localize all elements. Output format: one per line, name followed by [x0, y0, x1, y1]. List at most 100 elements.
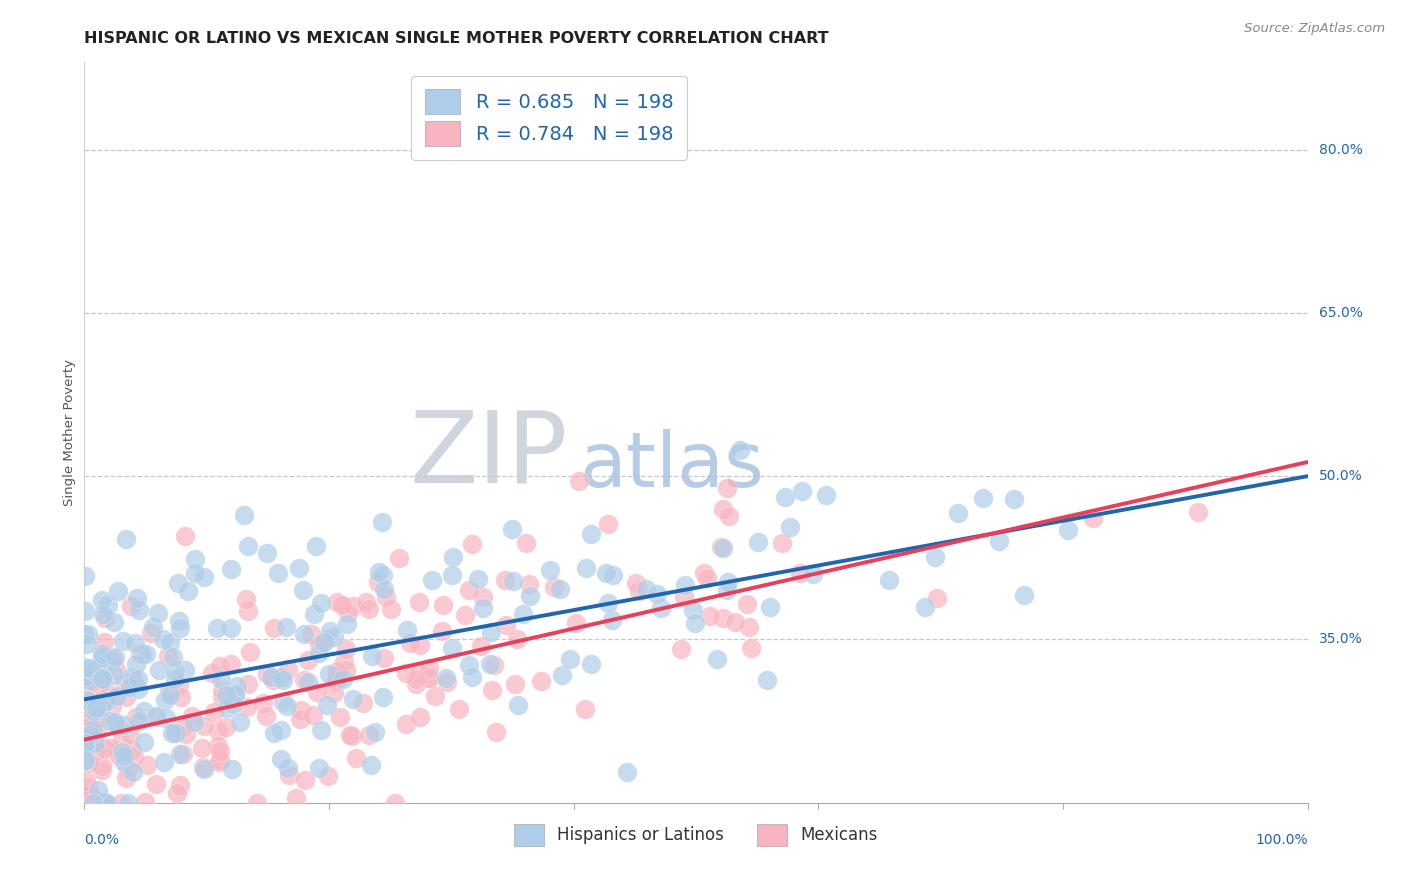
Point — [132, 734, 155, 748]
Point — [325, 674, 347, 689]
Point — [371, 515, 394, 529]
Point — [108, 749, 131, 764]
Point — [87, 695, 110, 709]
Point — [717, 575, 740, 590]
Point — [111, 633, 134, 648]
Point — [373, 651, 395, 665]
Point — [96, 599, 118, 613]
Point — [357, 602, 380, 616]
Point — [270, 670, 292, 684]
Point — [879, 573, 901, 587]
Point — [118, 727, 141, 741]
Point — [1002, 492, 1025, 507]
Point — [650, 600, 672, 615]
Point — [373, 582, 395, 596]
Point — [294, 773, 316, 788]
Point — [100, 698, 122, 713]
Point — [624, 576, 647, 591]
Point — [111, 745, 134, 759]
Point — [90, 759, 112, 773]
Point — [367, 574, 389, 589]
Text: 65.0%: 65.0% — [1319, 306, 1362, 320]
Point — [290, 712, 312, 726]
Point — [302, 707, 325, 722]
Point — [759, 600, 782, 615]
Point — [157, 684, 180, 698]
Point — [232, 508, 254, 522]
Point — [91, 607, 114, 621]
Point — [405, 672, 427, 686]
Point — [73, 569, 96, 583]
Point — [96, 796, 118, 810]
Point — [332, 673, 354, 687]
Point — [364, 724, 387, 739]
Point — [90, 593, 112, 607]
Point — [565, 616, 588, 631]
Point — [405, 677, 427, 691]
Point — [224, 687, 246, 701]
Point — [297, 653, 319, 667]
Point — [779, 520, 801, 534]
Point — [359, 729, 381, 743]
Point — [260, 670, 283, 684]
Point — [120, 669, 142, 683]
Point — [325, 665, 347, 679]
Point — [972, 491, 994, 505]
Point — [79, 703, 101, 717]
Point — [104, 714, 127, 729]
Point — [174, 727, 197, 741]
Point — [711, 610, 734, 624]
Point — [371, 690, 394, 705]
Point — [263, 726, 285, 740]
Point — [927, 591, 949, 606]
Point — [159, 635, 181, 649]
Point — [297, 675, 319, 690]
Point — [305, 539, 328, 553]
Point — [432, 598, 454, 612]
Point — [82, 719, 104, 733]
Point — [222, 697, 245, 711]
Point — [125, 657, 148, 672]
Point — [574, 701, 596, 715]
Point — [683, 615, 706, 630]
Point — [110, 735, 132, 749]
Point — [105, 663, 128, 677]
Point — [166, 787, 188, 801]
Point — [120, 599, 142, 613]
Point — [271, 695, 294, 709]
Point — [380, 602, 402, 616]
Point — [335, 642, 357, 657]
Point — [177, 584, 200, 599]
Point — [276, 699, 298, 714]
Point — [235, 591, 257, 606]
Point — [326, 668, 349, 682]
Point — [699, 608, 721, 623]
Point — [77, 673, 100, 687]
Point — [235, 700, 257, 714]
Point — [125, 710, 148, 724]
Point — [299, 627, 322, 641]
Point — [207, 622, 229, 636]
Point — [103, 667, 125, 681]
Point — [82, 791, 104, 805]
Point — [153, 756, 176, 770]
Point — [105, 689, 128, 703]
Point — [98, 741, 121, 756]
Point — [309, 723, 332, 737]
Point — [152, 632, 174, 647]
Point — [184, 552, 207, 566]
Point — [82, 723, 104, 737]
Point — [134, 795, 156, 809]
Point — [551, 667, 574, 681]
Point — [181, 709, 204, 723]
Point — [434, 671, 457, 685]
Point — [315, 632, 337, 647]
Point — [740, 640, 762, 655]
Point — [134, 704, 156, 718]
Point — [93, 796, 115, 810]
Point — [139, 626, 162, 640]
Point — [101, 651, 124, 665]
Point — [1012, 588, 1035, 602]
Point — [76, 693, 98, 707]
Point — [409, 638, 432, 652]
